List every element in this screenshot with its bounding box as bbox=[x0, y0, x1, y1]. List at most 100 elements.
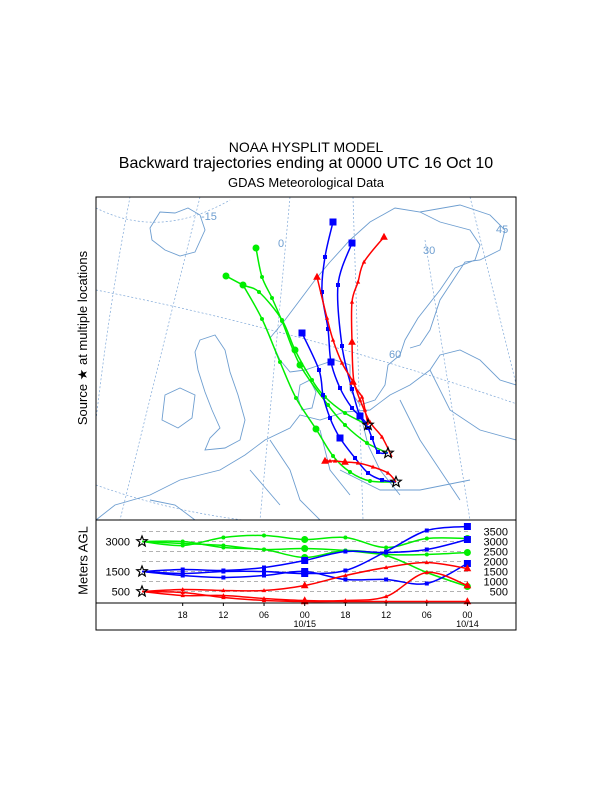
height-marker bbox=[221, 545, 226, 550]
trajectory-line bbox=[301, 332, 397, 483]
trajectory-marker-large bbox=[312, 425, 320, 433]
height-marker bbox=[343, 568, 348, 573]
height-series-green-b bbox=[141, 540, 471, 557]
height-marker bbox=[383, 594, 389, 599]
trajectory-marker bbox=[320, 290, 324, 294]
right-height-label: 3000 bbox=[484, 537, 508, 549]
x-tick-label: 18 bbox=[178, 610, 188, 620]
height-marker-large bbox=[301, 557, 309, 564]
source-star-icon bbox=[135, 534, 149, 548]
trajectory-marker-large bbox=[327, 358, 335, 366]
trajectory-marker bbox=[359, 394, 365, 399]
x-tick-label: 12 bbox=[381, 610, 391, 620]
trajectory-marker bbox=[280, 319, 284, 323]
graticule-line bbox=[424, 239, 471, 520]
scandinavia bbox=[269, 207, 481, 406]
height-marker bbox=[261, 598, 267, 603]
graticule-line bbox=[96, 289, 516, 405]
ireland bbox=[161, 387, 196, 429]
right-height-label: 1000 bbox=[484, 577, 508, 589]
source-star-icon bbox=[361, 417, 375, 431]
trajectory-marker bbox=[294, 396, 298, 400]
trajectory-marker-large bbox=[321, 456, 329, 464]
trajectory-marker bbox=[370, 464, 376, 469]
trajectory-marker bbox=[355, 460, 361, 465]
trajectory-marker bbox=[379, 434, 385, 439]
trajectory-blue-c bbox=[298, 329, 397, 483]
height-marker bbox=[262, 547, 266, 552]
spain-coast bbox=[149, 499, 196, 520]
height-marker bbox=[180, 573, 185, 578]
trajectory-marker bbox=[326, 403, 330, 407]
right-height-label: 2500 bbox=[484, 547, 508, 559]
trajectory-marker bbox=[366, 471, 370, 475]
height-marker bbox=[424, 599, 429, 604]
trajectory-line bbox=[316, 276, 393, 458]
trajectory-marker bbox=[324, 315, 330, 320]
trajectory-marker bbox=[339, 360, 345, 365]
trajectory-marker-large bbox=[341, 457, 349, 465]
height-marker bbox=[262, 569, 266, 574]
height-marker bbox=[424, 560, 429, 565]
right-height-label: 2000 bbox=[484, 557, 508, 569]
trajectory-marker bbox=[340, 344, 344, 348]
graticule-label: -15 bbox=[201, 211, 217, 223]
trajectory-marker bbox=[328, 416, 332, 420]
height-series-blue-b bbox=[141, 536, 471, 573]
trajectory-marker bbox=[327, 458, 333, 463]
trajectory-marker bbox=[257, 290, 261, 294]
source-star-icon bbox=[135, 564, 149, 578]
trajectory-marker bbox=[326, 327, 330, 331]
height-marker bbox=[384, 550, 389, 555]
trajectory-marker bbox=[361, 259, 367, 264]
graticule-label: 60 bbox=[389, 349, 401, 361]
graticule-label: 45 bbox=[496, 224, 508, 236]
chart-title: NOAA HYSPLIT MODEL bbox=[228, 139, 384, 155]
height-marker bbox=[221, 568, 226, 573]
trajectory-marker bbox=[270, 296, 274, 300]
trajectory-marker bbox=[260, 317, 264, 321]
trajectory-marker bbox=[349, 299, 355, 304]
borders bbox=[249, 369, 516, 520]
x-date-label: 10/15 bbox=[293, 619, 316, 629]
height-marker-large bbox=[463, 564, 472, 572]
trajectory-marker bbox=[348, 470, 352, 474]
chart-subtitle: Backward trajectories ending at 0000 UTC… bbox=[118, 155, 494, 172]
height-marker bbox=[424, 528, 429, 533]
trajectory-marker bbox=[368, 479, 372, 483]
height-marker-large bbox=[301, 545, 309, 552]
trajectory-marker bbox=[332, 458, 338, 463]
height-panel-frame bbox=[95, 519, 517, 631]
trajectory-marker bbox=[260, 275, 264, 279]
x-tick-label: 12 bbox=[218, 610, 228, 620]
left-height-label: 1500 bbox=[106, 567, 130, 579]
source-star-icon bbox=[381, 445, 395, 459]
trajectory-line bbox=[350, 236, 385, 426]
trajectory-marker-large bbox=[298, 329, 306, 337]
height-marker bbox=[343, 577, 348, 582]
coastlines bbox=[96, 204, 516, 520]
graticule-line bbox=[96, 199, 231, 223]
trajectory-marker bbox=[343, 411, 347, 415]
graticule-line bbox=[96, 197, 131, 421]
left-height-label: 3000 bbox=[106, 537, 130, 549]
trajectory-marker-large bbox=[348, 239, 356, 247]
trajectory-marker bbox=[355, 279, 361, 284]
height-marker bbox=[424, 570, 429, 575]
height-marker bbox=[221, 535, 226, 540]
continent-coast bbox=[96, 349, 516, 520]
height-series-blue-c bbox=[141, 560, 471, 586]
trajectory-marker bbox=[336, 283, 340, 287]
trajectory-green-b bbox=[252, 244, 389, 454]
trajectory-green-a bbox=[222, 272, 369, 426]
trajectory-marker-large bbox=[296, 361, 304, 369]
height-marker-large bbox=[301, 536, 309, 543]
height-marker-large bbox=[300, 581, 309, 589]
trajectory-marker bbox=[376, 450, 380, 454]
iceland bbox=[149, 207, 206, 257]
x-tick-label: 06 bbox=[422, 610, 432, 620]
height-marker bbox=[180, 587, 185, 592]
height-marker bbox=[221, 575, 226, 580]
graticule-label: 30 bbox=[423, 245, 435, 257]
